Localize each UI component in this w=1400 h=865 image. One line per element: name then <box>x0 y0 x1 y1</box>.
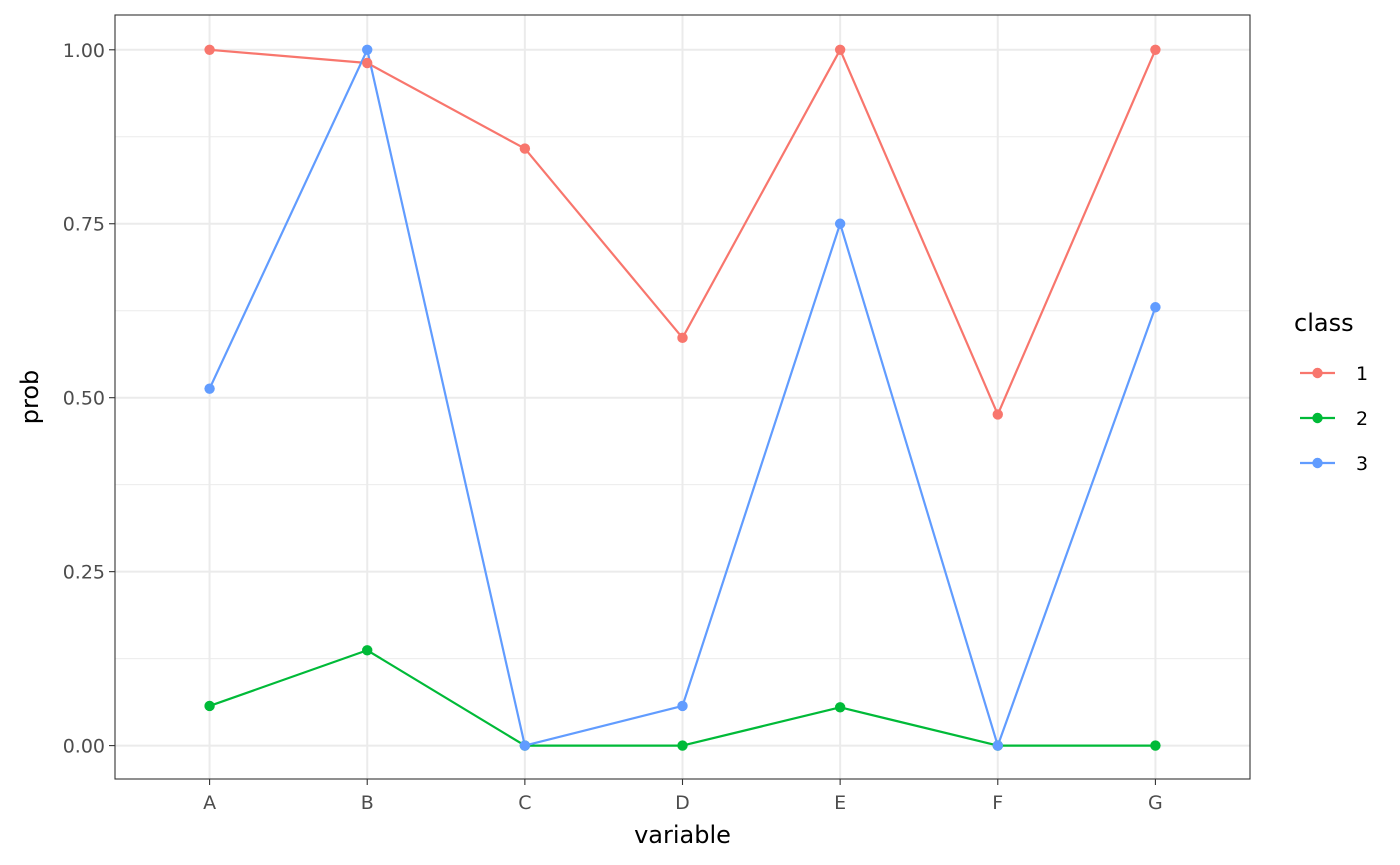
data-point-class-2 <box>1150 740 1161 751</box>
x-tick-label: E <box>834 792 846 814</box>
y-tick-label: 0.00 <box>63 736 105 758</box>
x-tick-label: F <box>992 792 1003 814</box>
x-tick-label: C <box>518 792 531 814</box>
series-layer <box>204 44 1161 751</box>
data-point-class-1 <box>204 44 215 55</box>
data-point-class-2 <box>362 645 373 656</box>
legend-key-point <box>1312 412 1323 424</box>
data-point-class-3 <box>362 44 373 55</box>
x-axis: A B C D E F G <box>203 779 1163 814</box>
y-axis: 0.00 0.25 0.50 0.75 1.00 <box>63 40 115 758</box>
legend-key-class-3 <box>1300 457 1335 469</box>
y-tick-label: 0.25 <box>63 562 105 584</box>
legend-label: 3 <box>1356 453 1368 475</box>
legend-key-point <box>1312 457 1323 469</box>
data-point-class-3 <box>519 740 531 751</box>
legend-key-class-1 <box>1300 367 1335 379</box>
data-point-class-3 <box>677 700 688 712</box>
y-tick-label: 0.75 <box>63 214 105 236</box>
data-point-class-1 <box>519 143 531 154</box>
x-tick-label: B <box>361 792 374 814</box>
data-point-class-1 <box>677 332 688 344</box>
data-point-class-3 <box>1150 302 1161 313</box>
data-point-class-1 <box>992 409 1003 420</box>
x-tick-label: A <box>203 792 216 814</box>
y-tick-label: 1.00 <box>63 40 105 62</box>
data-point-class-3 <box>992 740 1003 751</box>
legend-label: 1 <box>1356 363 1368 385</box>
data-point-class-2 <box>834 702 846 713</box>
data-point-class-1 <box>834 44 846 55</box>
legend-key-point <box>1312 367 1323 379</box>
data-point-class-2 <box>204 700 215 712</box>
y-axis-title: prob <box>16 370 44 425</box>
data-point-class-3 <box>204 383 215 394</box>
data-point-class-3 <box>834 218 846 229</box>
legend-key-class-2 <box>1300 412 1335 424</box>
x-tick-label: G <box>1148 792 1163 814</box>
x-axis-title: variable <box>634 821 731 849</box>
legend-label: 2 <box>1356 408 1368 430</box>
data-point-class-1 <box>1150 44 1161 55</box>
data-point-class-1 <box>362 57 373 69</box>
legend-title: class <box>1294 309 1354 337</box>
x-tick-label: D <box>675 792 690 814</box>
legend: class 1 2 3 <box>1294 309 1368 475</box>
data-point-class-2 <box>677 740 688 751</box>
y-tick-label: 0.50 <box>63 388 105 410</box>
